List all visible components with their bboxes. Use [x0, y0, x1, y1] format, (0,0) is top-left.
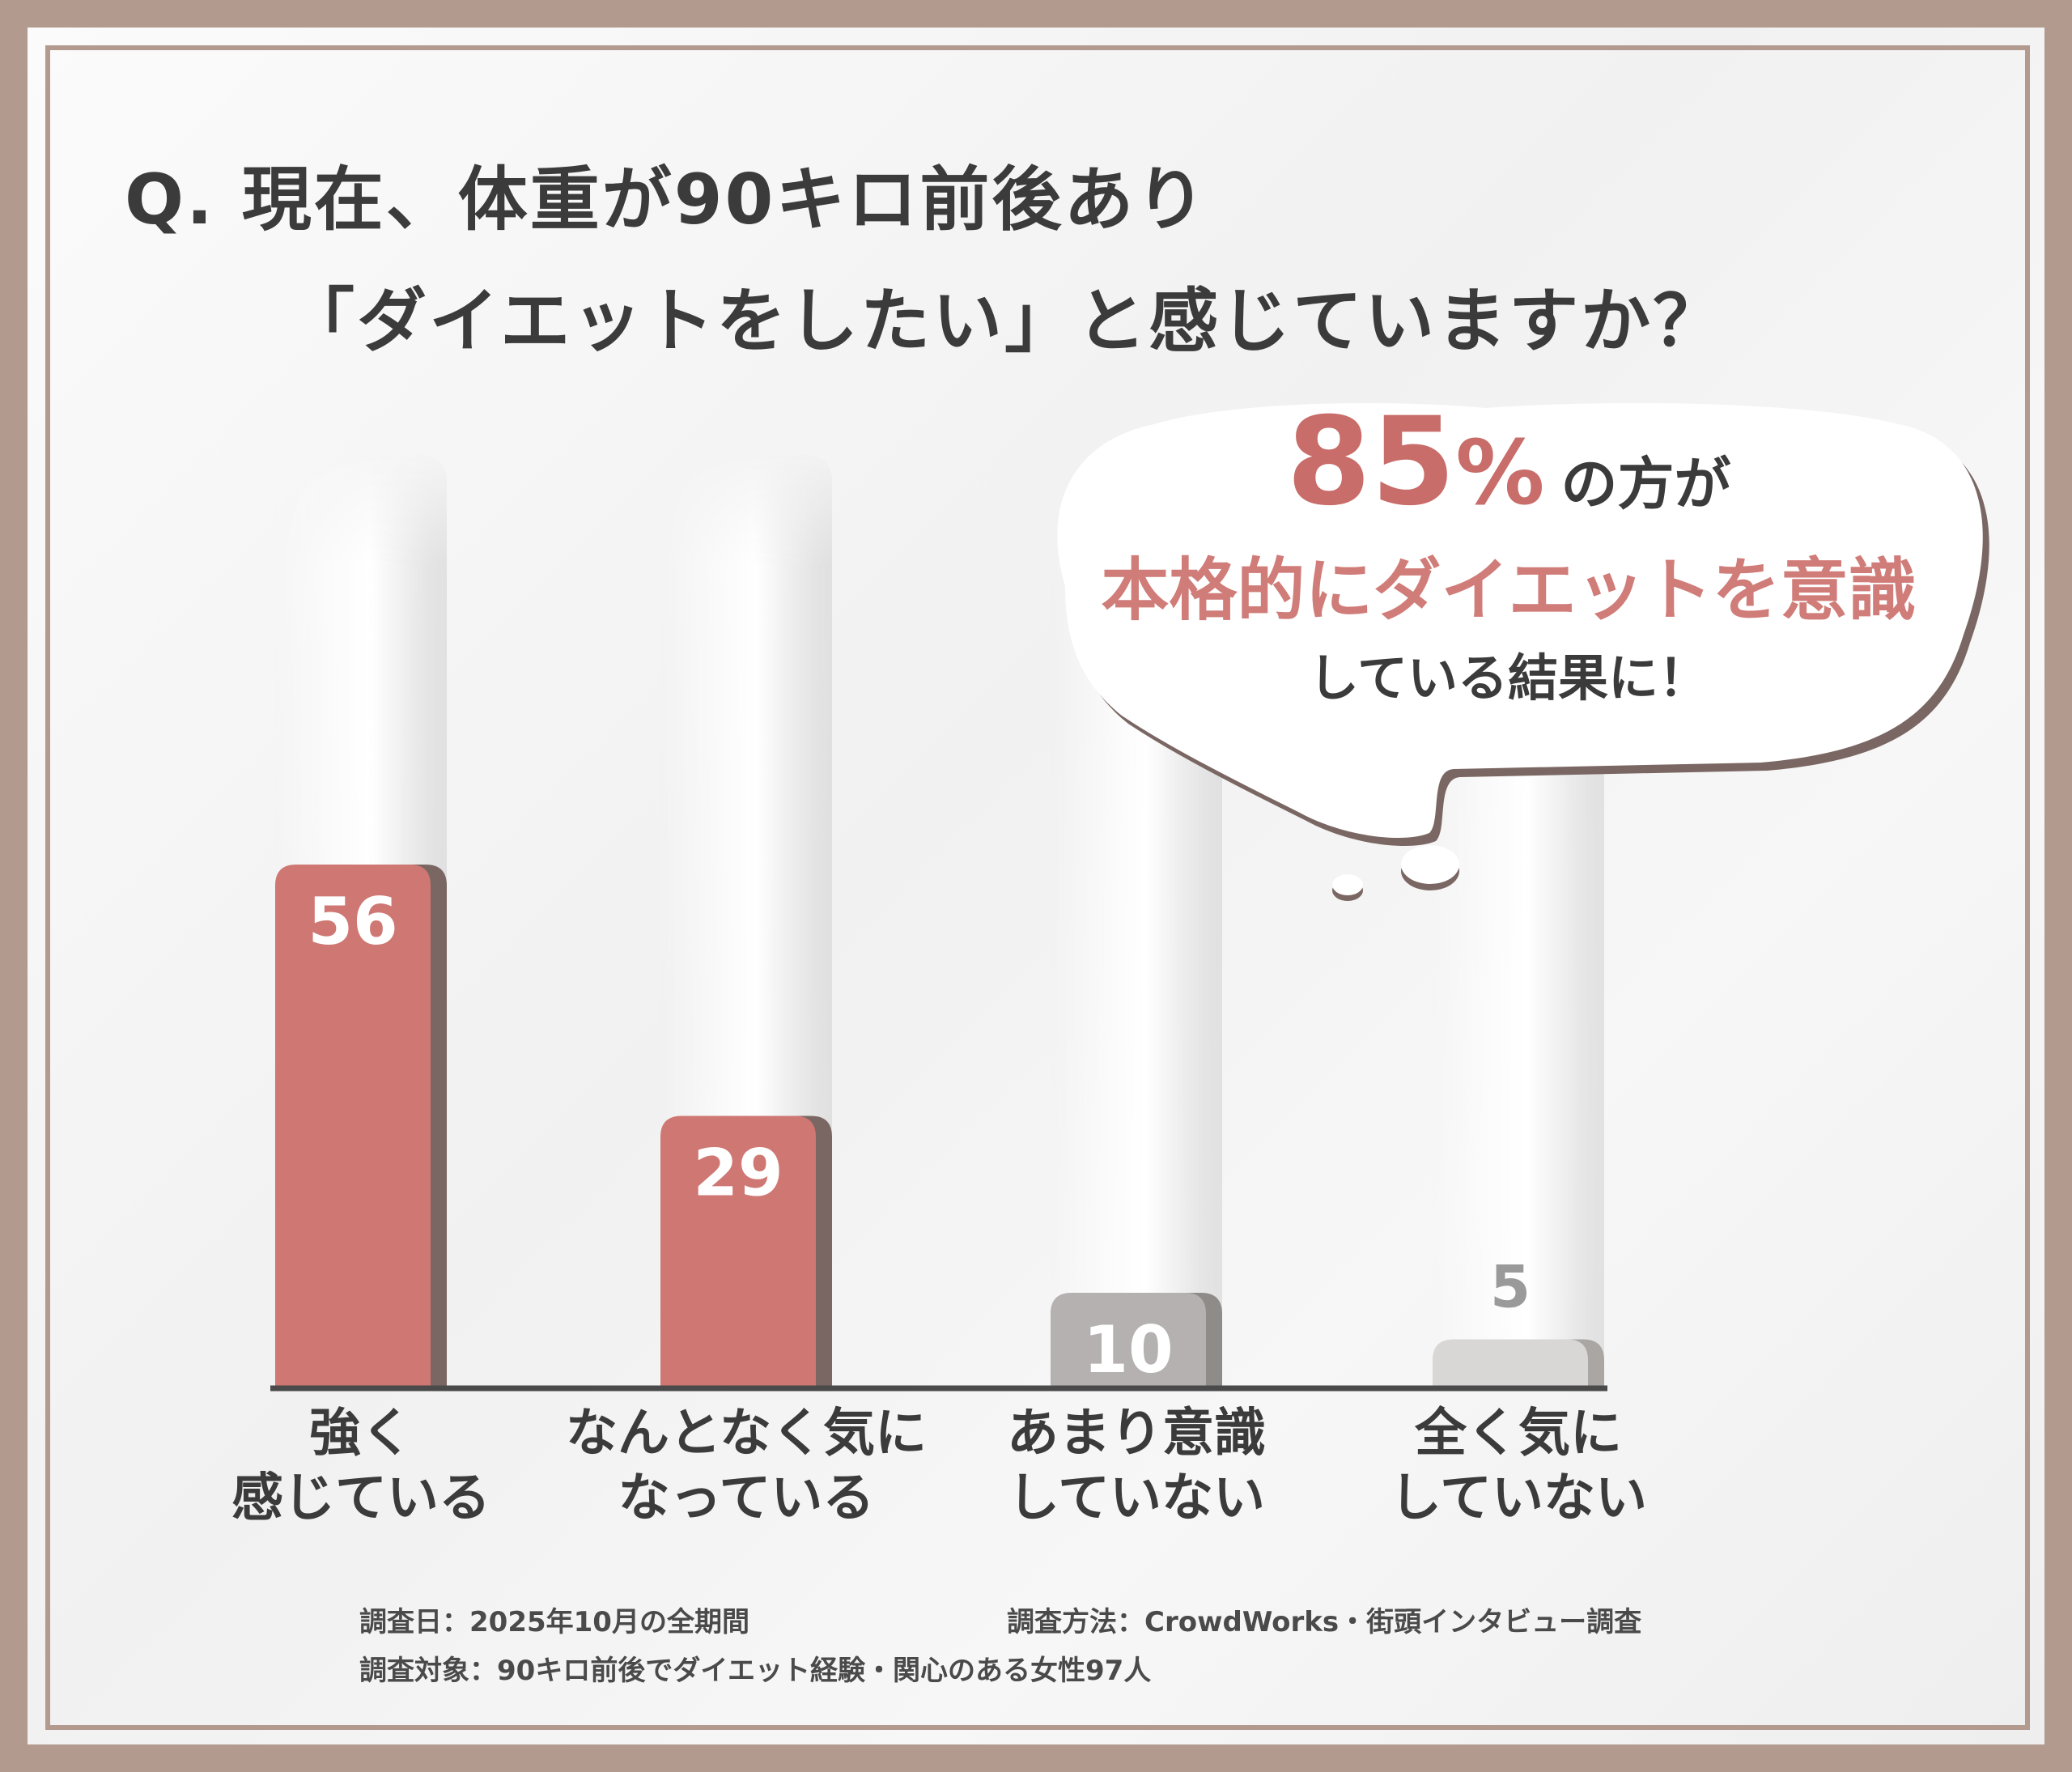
- footnote-survey-method: 調査方法：CrowdWorks・街頭インタビュー調査: [1007, 1606, 1642, 1638]
- callout-highlight: 本格的にダイエットを意識: [1101, 550, 1917, 630]
- x-tick-label-1-line-1: 強く: [309, 1404, 413, 1464]
- question-title-line-2: 「ダイエットをしたい」と感じていますか？: [285, 281, 1726, 362]
- bubble-tail-dot-large-fill: [1401, 845, 1459, 884]
- bar-value-label-1: 56: [308, 884, 397, 959]
- x-tick-label-2-line-1: なんとなく気に: [566, 1404, 927, 1464]
- x-tick-label-4-line-1: 全く気に: [1414, 1404, 1622, 1464]
- bars: 56 29 10 5: [275, 865, 1604, 1387]
- bar-value-label-3: 10: [1083, 1312, 1173, 1387]
- callout-line-1: 85% の方が: [1031, 392, 1986, 533]
- footnote-survey-date: 調査日：2025年10月の全期間: [359, 1606, 749, 1638]
- callout-text: 85% の方が 本格的にダイエットを意識 している結果に！: [1031, 392, 1986, 710]
- x-tick-label-3-line-2: していない: [1008, 1468, 1265, 1528]
- bubble-tail-dot-small-fill: [1332, 874, 1363, 895]
- footnote-survey-target: 調査対象：90キロ前後でダイエット経験・関心のある女性97人: [359, 1655, 1152, 1687]
- x-tick-label-2-line-2: なっている: [618, 1468, 875, 1528]
- speech-bubble-body: [1057, 403, 1983, 839]
- callout-percent-value: 85: [1286, 392, 1456, 533]
- bar-1: [275, 865, 431, 1386]
- bar-2: [660, 1115, 816, 1386]
- bar-value-label-2: 29: [693, 1136, 783, 1211]
- x-tick-label-1-line-2: 感じている: [231, 1468, 490, 1528]
- question-title-line-1: Q. 現在、体重が90キロ前後あり: [125, 159, 1208, 240]
- callout-percent-unit: %: [1455, 421, 1545, 525]
- x-tick-label-4-line-2: していない: [1390, 1468, 1647, 1528]
- bar-4: [1433, 1339, 1588, 1386]
- callout-suffix: の方が: [1560, 451, 1731, 517]
- speech-bubble: [1057, 403, 1989, 901]
- survey-card: Q. 現在、体重が90キロ前後あり 「ダイエットをしたい」と感じていますか？ 5…: [28, 28, 2044, 1744]
- x-tick-label-3-line-1: あまり意識: [1007, 1404, 1266, 1464]
- bar-3: [1051, 1293, 1206, 1386]
- callout-conclusion: している結果に！: [1308, 648, 1709, 708]
- bar-value-label-4: 5: [1490, 1253, 1531, 1321]
